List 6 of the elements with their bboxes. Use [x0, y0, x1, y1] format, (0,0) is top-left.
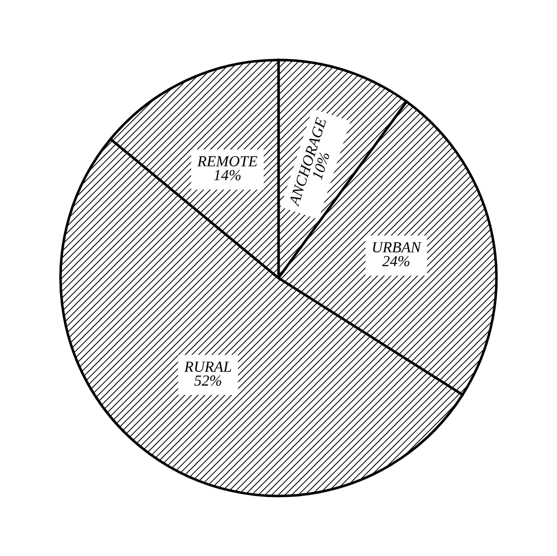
data-label: 24%	[382, 256, 410, 266]
slice-label: RURAL	[184, 362, 232, 372]
slice-label: URBAN	[373, 242, 422, 252]
data-label: 52%	[194, 375, 222, 386]
data-label: 14%	[214, 170, 241, 180]
slice-label: REMOTE	[197, 156, 258, 166]
